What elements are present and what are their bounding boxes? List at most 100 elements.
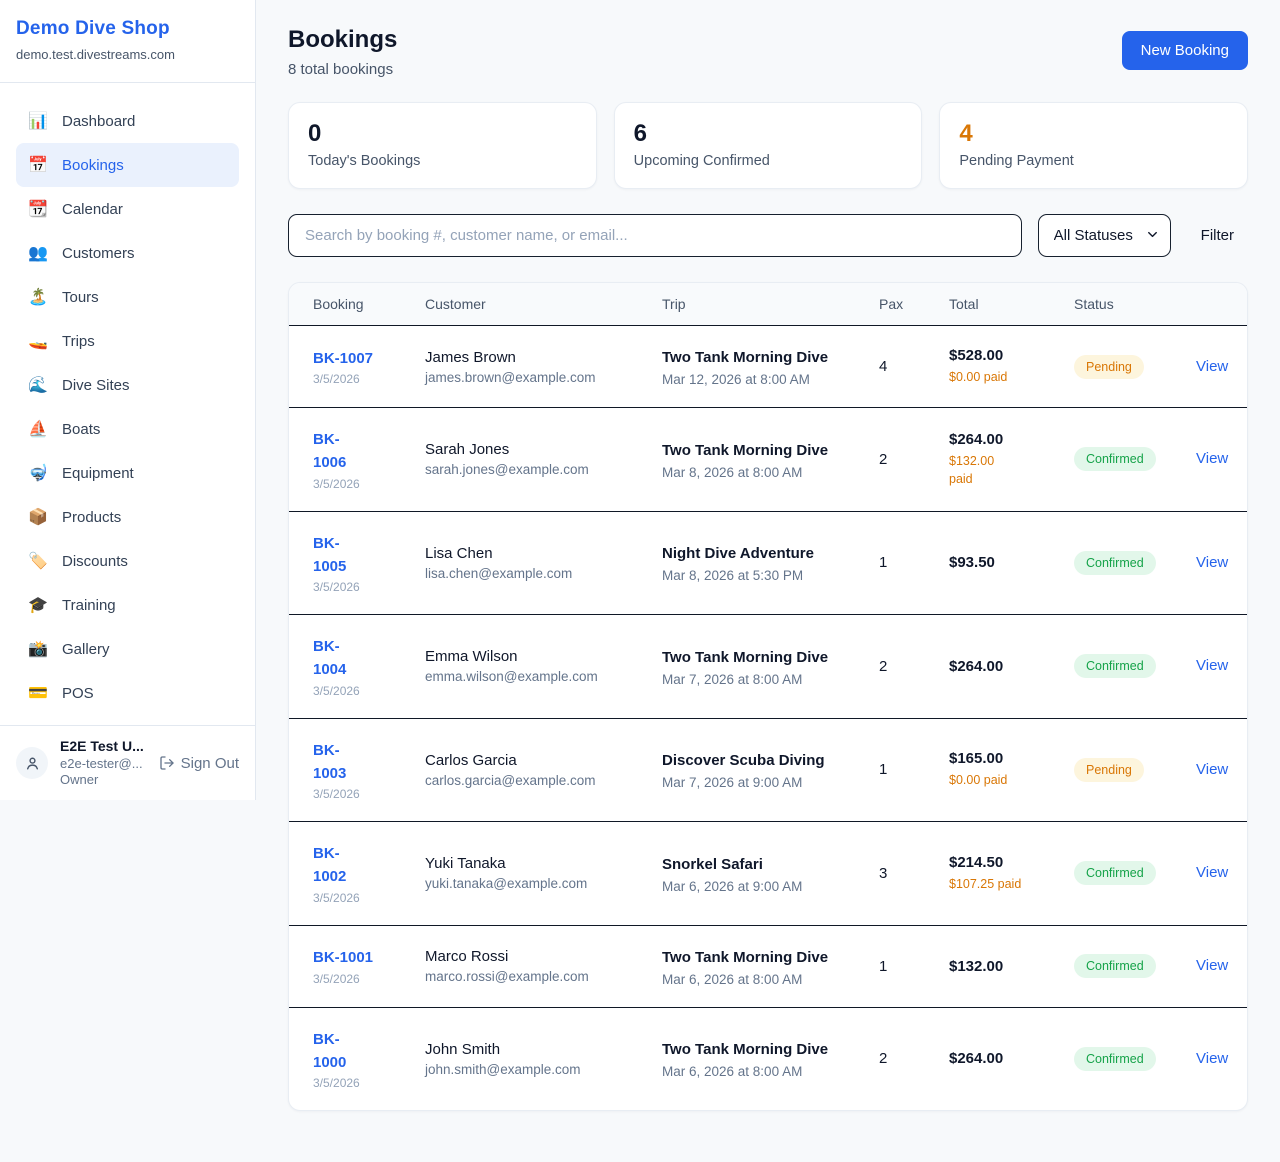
booking-date: 3/5/2026	[313, 971, 360, 986]
booking-date: 3/5/2026	[313, 890, 360, 905]
calendar-icon: 📅	[28, 157, 48, 174]
table-row: BK-1007 3/5/2026 James Brown james.brown…	[289, 326, 1247, 408]
total-amount: $264.00	[949, 430, 1004, 448]
trip-name: Two Tank Morning Dive	[662, 441, 829, 459]
sidebar-item-label: Tours	[62, 288, 99, 306]
customer-email: carlos.garcia@example.com	[425, 772, 596, 788]
user-role: Owner	[60, 771, 99, 787]
trip-datetime: Mar 6, 2026 at 8:00 AM	[662, 971, 803, 987]
new-booking-button[interactable]: New Booking	[1121, 31, 1248, 70]
booking-date: 3/5/2026	[313, 1076, 360, 1090]
sidebar-item-dashboard[interactable]: 📊 Dashboard	[16, 99, 239, 143]
stat-value: 0	[308, 120, 322, 147]
paid-amount: $0.00 paid	[949, 773, 1008, 788]
status-badge: Confirmed	[1074, 447, 1156, 472]
sidebar-item-label: POS	[62, 684, 94, 702]
view-link[interactable]: View	[1196, 1049, 1229, 1067]
page-title: Bookings	[288, 26, 398, 53]
sidebar-user-section: E2E Test U... e2e-tester@... Owner Sign …	[0, 725, 255, 800]
view-link[interactable]: View	[1196, 450, 1229, 468]
sidebar-item-equipment[interactable]: 🤿 Equipment	[16, 451, 239, 495]
sidebar-item-pos[interactable]: 💳 POS	[16, 671, 239, 715]
sidebar-item-label: Gallery	[62, 640, 110, 658]
tag-icon: 🏷️	[28, 553, 48, 570]
bookings-table: Booking Customer Trip Pax Total Status BK-100…	[289, 283, 1247, 1110]
credit-card-icon: 💳	[28, 685, 48, 702]
sidebar-header: Demo Dive Shop demo.test.divestreams.com	[0, 0, 255, 83]
sidebar-item-dive-sites[interactable]: 🌊 Dive Sites	[16, 363, 239, 407]
table-header-row: Booking Customer Trip Pax Total Status	[289, 283, 1247, 326]
trip-datetime: Mar 6, 2026 at 9:00 AM	[662, 878, 803, 894]
table-row: BK- 1002 3/5/2026 Yuki Tanaka yuki.tanak…	[289, 822, 1247, 925]
booking-id-link[interactable]: BK-1001	[313, 949, 374, 967]
trip-name: Two Tank Morning Dive	[662, 349, 829, 366]
paid-amount: $107.25 paid	[949, 876, 1022, 891]
sidebar-item-products[interactable]: 📦 Products	[16, 495, 239, 539]
pax-count: 4	[879, 358, 888, 375]
filter-button[interactable]: Filter	[1187, 227, 1248, 244]
stat-card: 4 Pending Payment	[939, 102, 1248, 189]
booking-id-link[interactable]: BK- 1006	[313, 431, 347, 472]
column-header-pax: Pax	[879, 283, 949, 326]
status-select[interactable]: All Statuses	[1037, 214, 1171, 257]
trip-name: Snorkel Safari	[662, 855, 763, 873]
booking-id-link[interactable]: BK- 1004	[313, 638, 347, 679]
total-amount: $214.50	[949, 853, 1004, 871]
paid-amount: $0.00 paid	[949, 369, 1008, 384]
view-link[interactable]: View	[1196, 553, 1229, 571]
view-link[interactable]: View	[1196, 957, 1229, 974]
sidebar-item-label: Discounts	[62, 552, 128, 570]
customer-email: marco.rossi@example.com	[425, 969, 589, 984]
total-amount: $528.00	[949, 346, 1004, 364]
pax-count: 2	[879, 657, 888, 675]
trip-name: Discover Scuba Diving	[662, 752, 825, 770]
sidebar-item-calendar[interactable]: 📆 Calendar	[16, 187, 239, 231]
booking-id-link[interactable]: BK- 1005	[313, 534, 347, 575]
sidebar-item-gallery[interactable]: 📸 Gallery	[16, 627, 239, 671]
sidebar-item-label: Dashboard	[62, 112, 136, 130]
customer-email: lisa.chen@example.com	[425, 565, 573, 581]
sidebar-item-customers[interactable]: 👥 Customers	[16, 231, 239, 275]
customer-email: sarah.jones@example.com	[425, 462, 589, 478]
view-link[interactable]: View	[1196, 657, 1229, 675]
total-amount: $264.00	[949, 1050, 1004, 1068]
page-subtitle: 8 total bookings	[288, 61, 394, 78]
booking-id-link[interactable]: BK- 1000	[313, 1030, 347, 1071]
status-badge: Pending	[1074, 354, 1144, 379]
pax-count: 2	[879, 1050, 888, 1068]
sidebar-item-label: Boats	[62, 420, 101, 438]
sidebar-item-discounts[interactable]: 🏷️ Discounts	[16, 539, 239, 583]
stat-value: 6	[633, 120, 648, 147]
pax-count: 1	[879, 761, 888, 779]
status-select-wrap: All Statuses	[1037, 214, 1171, 257]
sidebar-item-training[interactable]: 🎓 Training	[16, 583, 239, 627]
view-link[interactable]: View	[1196, 760, 1229, 778]
customer-name: James Brown	[425, 348, 516, 366]
booking-id-link[interactable]: BK- 1002	[313, 845, 347, 886]
trip-datetime: Mar 8, 2026 at 8:00 AM	[662, 464, 803, 480]
booking-id-link[interactable]: BK- 1003	[313, 741, 347, 782]
sidebar-item-trips[interactable]: 🚤 Trips	[16, 319, 239, 363]
view-link[interactable]: View	[1196, 357, 1229, 375]
customer-name: Emma Wilson	[425, 648, 518, 666]
customer-name: Sarah Jones	[425, 441, 510, 459]
trip-datetime: Mar 7, 2026 at 9:00 AM	[662, 775, 803, 791]
column-header-status: Status	[1074, 283, 1196, 326]
sign-out-button[interactable]: Sign Out	[159, 755, 239, 772]
booking-id-link[interactable]: BK-1007	[313, 349, 374, 367]
status-badge: Confirmed	[1074, 550, 1156, 575]
sidebar-item-bookings[interactable]: 📅 Bookings	[16, 143, 239, 187]
camera-icon: 📸	[28, 641, 48, 658]
pax-count: 1	[879, 957, 888, 975]
sign-out-label: Sign Out	[180, 754, 239, 772]
app-title: Demo Dive Shop	[16, 18, 170, 39]
customer-name: Marco Rossi	[425, 948, 509, 965]
stat-card: 0 Today's Bookings	[288, 102, 597, 189]
stat-label: Pending Payment	[959, 153, 1074, 169]
page-header-text: Bookings 8 total bookings	[288, 26, 397, 78]
stat-card: 6 Upcoming Confirmed	[613, 102, 923, 189]
search-input[interactable]	[288, 214, 1022, 257]
sidebar-item-boats[interactable]: ⛵ Boats	[16, 407, 239, 451]
view-link[interactable]: View	[1196, 864, 1229, 882]
sidebar-item-tours[interactable]: 🏝️ Tours	[16, 275, 239, 319]
